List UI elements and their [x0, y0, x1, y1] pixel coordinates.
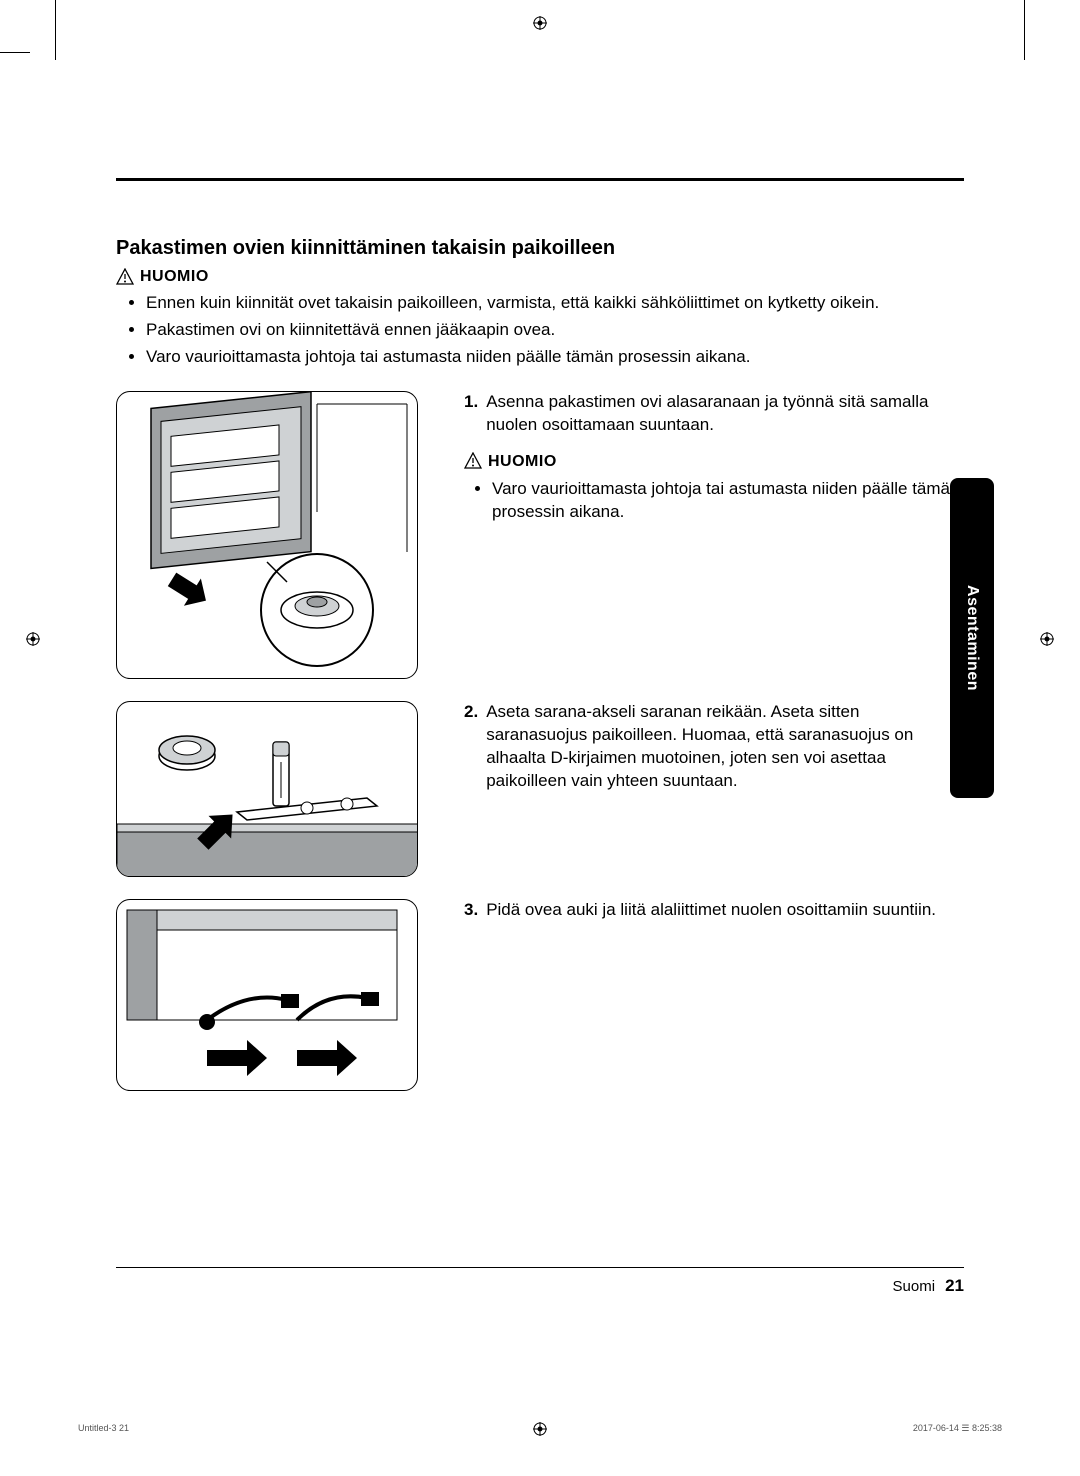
step-number: 1.	[464, 391, 478, 437]
footer-page-number: 21	[945, 1276, 964, 1296]
registration-mark-icon	[1040, 632, 1054, 646]
step-1-caution: HUOMIO Varo vaurioittamasta johtoja tai …	[464, 451, 964, 524]
section-tab-label: Asentaminen	[963, 585, 981, 691]
section-tab: Asentaminen	[950, 478, 994, 798]
warning-triangle-icon	[464, 452, 482, 470]
page-footer: Suomi 21	[116, 1267, 964, 1296]
list-item: Ennen kuin kiinnität ovet takaisin paiko…	[146, 292, 964, 315]
step-3-text: 3. Pidä ovea auki ja liitä alaliittimet …	[464, 899, 964, 1091]
step-1-text: 1. Asenna pakastimen ovi alasaranaan ja …	[464, 391, 964, 679]
registration-mark-icon	[26, 632, 40, 646]
step-block-1: 1. Asenna pakastimen ovi alasaranaan ja …	[116, 391, 964, 679]
caution-label: HUOMIO	[140, 268, 209, 286]
list-item: Varo vaurioittamasta johtoja tai astumas…	[146, 346, 964, 369]
top-divider	[116, 178, 964, 181]
step-number: 3.	[464, 899, 478, 922]
step-3: 3. Pidä ovea auki ja liitä alaliittimet …	[464, 899, 964, 922]
page-content: Pakastimen ovien kiinnittäminen takaisin…	[116, 178, 964, 1113]
step-block-2: 2. Aseta sarana-akseli saranan reikään. …	[116, 701, 964, 877]
step-body: Pidä ovea auki ja liitä alaliittimet nuo…	[486, 899, 936, 922]
illustration-2	[116, 701, 418, 877]
step-2-text: 2. Aseta sarana-akseli saranan reikään. …	[464, 701, 964, 877]
section-title: Pakastimen ovien kiinnittäminen takaisin…	[116, 237, 964, 260]
print-timestamp: 2017-06-14 ☰ 8:25:38	[913, 1423, 1002, 1434]
illustration-1	[116, 391, 418, 679]
print-file-label: Untitled-3 21	[78, 1423, 129, 1434]
caution-heading: HUOMIO	[116, 268, 964, 286]
crop-line	[55, 0, 56, 60]
print-footer: Untitled-3 21 2017-06-14 ☰ 8:25:38	[78, 1423, 1002, 1434]
list-item: Varo vaurioittamasta johtoja tai astumas…	[492, 478, 964, 524]
step-1: 1. Asenna pakastimen ovi alasaranaan ja …	[464, 391, 964, 437]
main-bullet-list: Ennen kuin kiinnität ovet takaisin paiko…	[116, 292, 964, 369]
footer-language: Suomi	[893, 1278, 936, 1295]
crop-line	[0, 52, 30, 53]
step-block-3: 3. Pidä ovea auki ja liitä alaliittimet …	[116, 899, 964, 1091]
illustration-3	[116, 899, 418, 1091]
list-item: Pakastimen ovi on kiinnitettävä ennen jä…	[146, 319, 964, 342]
caution-heading: HUOMIO	[464, 451, 964, 473]
crop-line	[1024, 0, 1025, 60]
step-2: 2. Aseta sarana-akseli saranan reikään. …	[464, 701, 964, 793]
registration-mark-icon	[533, 16, 547, 30]
caution-label: HUOMIO	[488, 451, 557, 473]
step-body: Aseta sarana-akseli saranan reikään. Ase…	[486, 701, 964, 793]
step-body: Asenna pakastimen ovi alasaranaan ja työ…	[486, 391, 964, 437]
warning-triangle-icon	[116, 268, 134, 286]
step-number: 2.	[464, 701, 478, 793]
